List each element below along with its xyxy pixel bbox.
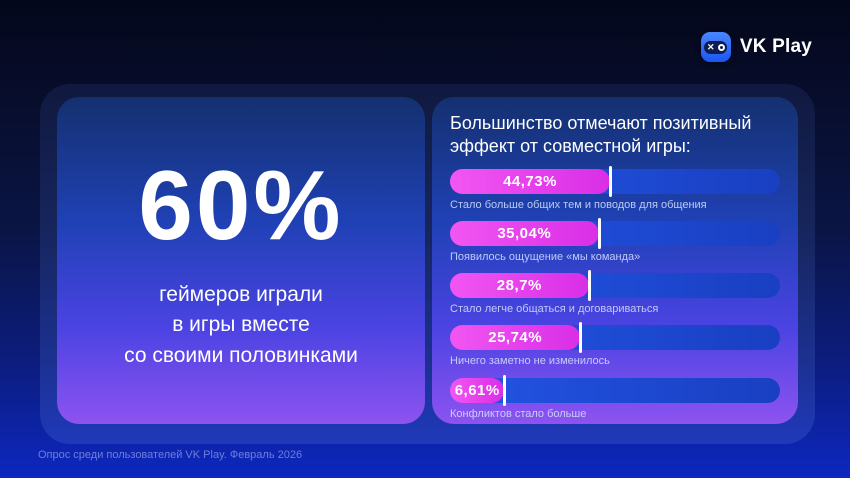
- bar-fill: 25,74%: [450, 325, 581, 351]
- stat-description-line: геймеров играли: [159, 282, 323, 306]
- chart-title-line: Большинство отмечают позитивный: [450, 113, 752, 133]
- bar-fill: 35,04%: [450, 220, 599, 246]
- vk-play-logo: ✕ VK Play: [700, 32, 812, 62]
- bar-value-label: 35,04%: [497, 224, 552, 242]
- logo-wordmark: VK Play: [739, 36, 812, 57]
- bar-row: 35,04% Появилось ощущение «мы команда»: [450, 217, 780, 264]
- bar-value-label: 44,73%: [503, 172, 557, 190]
- bar-track: 44,73%: [450, 165, 780, 197]
- bar-fill: 28,7%: [450, 273, 589, 299]
- bar-end-marker: [579, 322, 583, 354]
- chart-title-line: эффект от совместной игры:: [450, 136, 691, 157]
- stat-card: 60% геймеров играли в игры вместе со сво…: [57, 97, 425, 424]
- stat-description-line: в игры вместе: [172, 313, 310, 337]
- source-note: Опрос среди пользователей VK Play. Февра…: [38, 449, 303, 461]
- bar-value-label: 25,74%: [488, 329, 543, 347]
- stat-value: 60%: [138, 149, 344, 260]
- bar-fill: 6,61%: [450, 377, 505, 403]
- bar-row: 6,61% Конфликтов стало больше: [450, 374, 780, 421]
- o-button-icon: [717, 43, 725, 51]
- bar-chart: 44,73% Стало больше общих тем и поводов д…: [450, 165, 780, 421]
- bar-track: 35,04%: [450, 217, 780, 249]
- bar-value-label: 28,7%: [496, 277, 542, 295]
- bar-track: 6,61%: [450, 374, 780, 406]
- gamepad-buttons: ✕: [704, 40, 728, 54]
- bar-track: 28,7%: [450, 270, 780, 302]
- bar-category-label: Стало легче общаться и договариваться: [450, 303, 659, 316]
- bar-end-marker: [503, 374, 507, 406]
- bar-row: 25,74% Ничего заметно не изменилось: [450, 322, 780, 368]
- vk-play-gamepad-icon: ✕: [700, 32, 731, 62]
- x-button-icon: ✕: [707, 41, 715, 52]
- bar-track: 25,74%: [450, 322, 780, 354]
- bar-category-label: Стало больше общих тем и поводов для общ…: [450, 198, 707, 211]
- bar-category-label: Появилось ощущение «мы команда»: [450, 250, 641, 263]
- chart-card: Большинство отмечают позитивный эффект о…: [432, 97, 798, 424]
- bar-row: 28,7% Стало легче общаться и договаривать…: [450, 270, 780, 316]
- bar-category-label: Ничего заметно не изменилось: [450, 355, 610, 368]
- stat-description-line: со своими половинками: [124, 343, 358, 367]
- bar-end-marker: [597, 217, 601, 249]
- bar-end-marker: [587, 270, 591, 302]
- bar-value-label: 6,61%: [454, 381, 500, 399]
- bar-end-marker: [609, 165, 613, 197]
- bar-category-label: Конфликтов стало больше: [450, 407, 587, 420]
- bar-row: 44,73% Стало больше общих тем и поводов д…: [450, 165, 780, 212]
- stat-description: геймеров играли в игры вместе со своими …: [124, 280, 358, 371]
- bar-fill: 44,73%: [450, 168, 611, 194]
- chart-title: Большинство отмечают позитивный эффект о…: [450, 112, 780, 159]
